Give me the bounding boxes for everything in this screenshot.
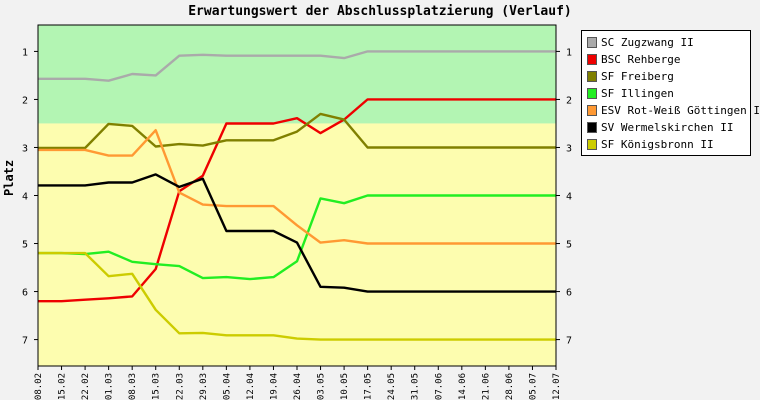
x-tick-label: 31.05	[411, 373, 421, 400]
x-tick-label: 10.05	[340, 373, 350, 400]
x-tick-label: 17.05	[364, 373, 374, 400]
x-tick-label: 22.02	[81, 373, 91, 400]
x-tick-label: 15.02	[58, 373, 68, 400]
legend-label: SF Illingen	[601, 87, 674, 100]
y-tick-label-right: 6	[566, 288, 572, 299]
x-tick-label: 14.06	[458, 373, 468, 400]
y-axis-left: 1 2 3 4 5 6 7	[22, 47, 38, 347]
series-line-3	[38, 194, 556, 281]
x-axis: 08.02 15.02 22.02 01.03 08.03 15.03 22.03 29.03…	[34, 366, 562, 400]
x-tick-label: 12.04	[246, 373, 256, 400]
legend-label: SF Königsbronn II	[601, 138, 714, 151]
y-tick-label-left: 7	[22, 336, 28, 347]
x-tick-label: 21.06	[481, 373, 491, 400]
legend-label: ESV Rot-Weiß Göttingen II	[601, 104, 760, 117]
y-tick-label-right: 5	[566, 240, 572, 251]
x-tick-label: 05.04	[222, 373, 232, 400]
x-tick-label: 07.06	[434, 373, 444, 400]
x-tick-label: 24.05	[387, 373, 397, 400]
legend-swatch	[587, 139, 597, 150]
x-tick-label: 22.03	[175, 373, 185, 400]
series-line-2	[38, 112, 556, 150]
legend-swatch	[587, 71, 597, 82]
y-tick-label-left: 3	[22, 143, 28, 154]
legend-swatch	[587, 54, 597, 65]
band-0	[38, 25, 556, 124]
y-tick-label-right: 1	[566, 47, 572, 58]
y-axis-label: Platz	[2, 159, 16, 196]
legend-label: SV Wermelskirchen II	[601, 121, 734, 134]
y-tick-label-left: 4	[22, 192, 28, 203]
y-tick-label-left: 1	[22, 47, 28, 58]
x-tick-label: 19.04	[269, 373, 279, 400]
legend: SC Zugzwang II BSC Rehberge SF Freiberg SF …	[581, 30, 760, 156]
x-tick-label: 08.03	[128, 373, 138, 400]
x-tick-label: 05.07	[528, 373, 538, 400]
legend-swatch	[587, 37, 597, 48]
series-line-0	[38, 50, 556, 82]
series-line-1	[38, 98, 556, 303]
y-tick-label-right: 4	[566, 192, 572, 203]
legend-swatch	[587, 122, 597, 133]
x-tick-label: 28.06	[505, 373, 515, 400]
series-lines	[38, 50, 556, 341]
x-tick-label: 08.02	[34, 373, 44, 400]
legend-swatch	[587, 105, 597, 116]
y-axis-right: 1 2 3 4 5 6 7	[556, 47, 572, 347]
series-line-5	[38, 173, 556, 293]
series-line-6	[38, 251, 556, 341]
chart-title: Erwartungswert der Abschlussplatzierung …	[188, 4, 572, 19]
y-tick-label-right: 2	[566, 95, 572, 106]
x-tick-label: 26.04	[293, 373, 303, 400]
x-tick-label: 29.03	[199, 373, 209, 400]
y-tick-label-left: 6	[22, 288, 28, 299]
x-tick-label: 01.03	[105, 373, 115, 400]
y-tick-label-left: 2	[22, 95, 28, 106]
x-tick-label: 15.03	[152, 373, 162, 400]
y-tick-label-right: 3	[566, 143, 572, 154]
x-tick-label: 12.07	[552, 373, 562, 400]
y-tick-label-left: 5	[22, 240, 28, 251]
y-tick-label-right: 7	[566, 336, 572, 347]
legend-label: SC Zugzwang II	[601, 36, 694, 49]
legend-label: BSC Rehberge	[601, 53, 681, 66]
legend-swatch	[587, 88, 597, 99]
legend-label: SF Freiberg	[601, 70, 674, 83]
x-tick-label: 03.05	[317, 373, 327, 400]
